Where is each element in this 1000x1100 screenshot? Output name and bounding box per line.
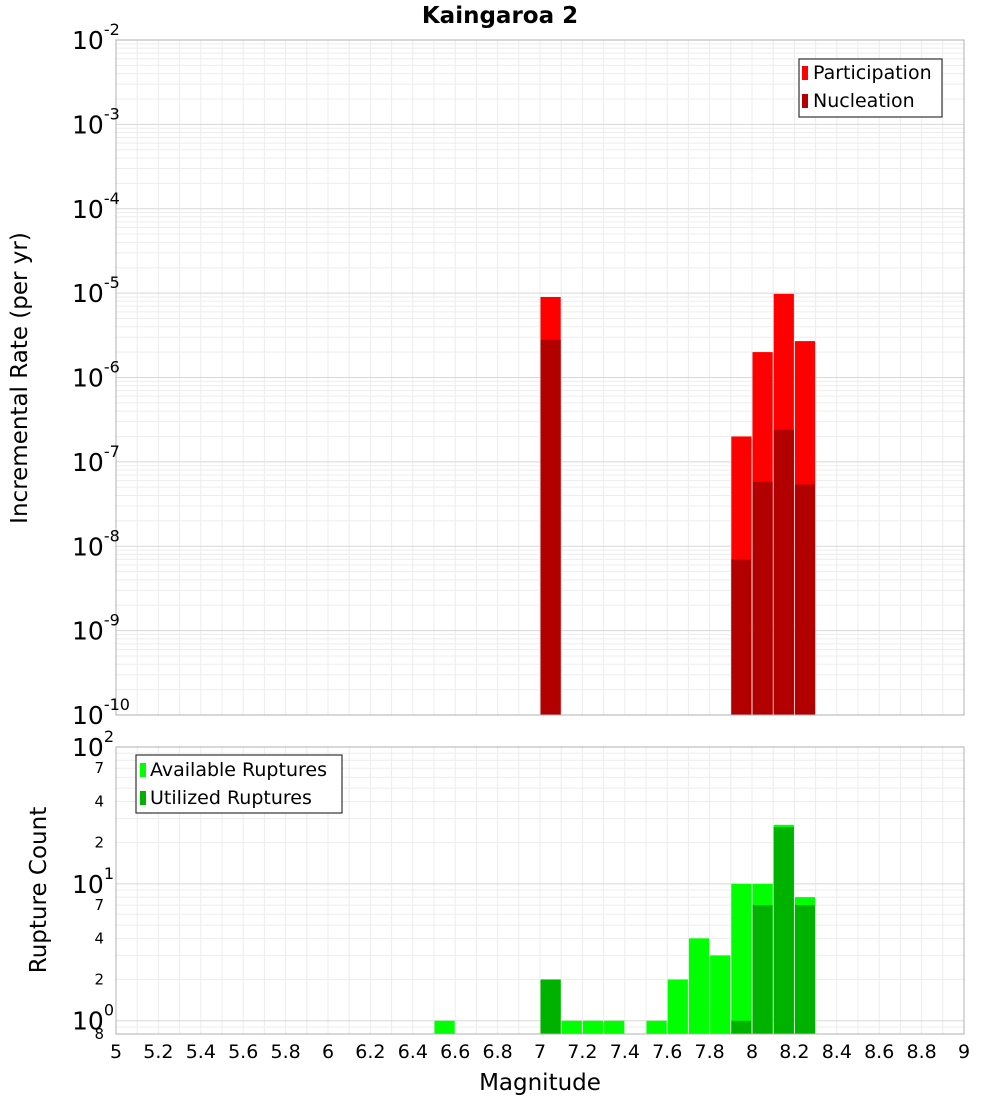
legend-nucleation-label: Nucleation <box>813 90 915 112</box>
x-tick-label: 5 <box>110 1041 122 1063</box>
x-tick-label: 5.2 <box>143 1041 173 1063</box>
y-tick-label: 101 <box>72 864 114 899</box>
x-tick-label: 7.2 <box>567 1041 597 1063</box>
y-tick-label: 10-6 <box>72 358 120 393</box>
x-tick-label: 7.8 <box>694 1041 724 1063</box>
y-tick-label-exponent: -2 <box>104 20 120 39</box>
x-tick-label: 5.6 <box>228 1041 258 1063</box>
y-tick-label: 10-8 <box>72 526 120 561</box>
top-grid <box>115 40 965 716</box>
x-tick-label: 9 <box>958 1041 970 1063</box>
utilized-ruptures-bar <box>731 1020 752 1034</box>
x-tick-label: 6.2 <box>355 1041 385 1063</box>
available-ruptures-bar <box>667 979 688 1034</box>
top-y-axis-title: Incremental Rate (per yr) <box>7 232 33 524</box>
x-tick-label: 7.4 <box>610 1041 640 1063</box>
y-minor-tick-label: 4 <box>94 929 104 947</box>
y-tick-label-exponent: -7 <box>104 442 120 461</box>
x-ticks: 5 5.2 5.4 5.6 5.8 6 6.2 6.4 6.6 6.8 7 7.2 7.4 7.6 7.8 8… <box>110 1041 970 1063</box>
y-tick-label: 100 <box>72 1001 114 1036</box>
y-tick-label: 10-7 <box>72 442 120 477</box>
top-legend: Participation Nucleation <box>798 58 943 118</box>
y-tick-label: 10-5 <box>72 273 120 308</box>
available-ruptures-bar <box>561 1020 582 1034</box>
y-tick-label-exponent: 1 <box>104 864 114 883</box>
legend-available-swatch <box>140 763 146 777</box>
nucleation-bar <box>731 559 752 715</box>
y-tick-label: 10-3 <box>72 104 120 139</box>
y-tick-label-exponent: -9 <box>104 611 120 630</box>
y-tick-label-exponent: 2 <box>104 727 114 746</box>
legend-participation-label: Participation <box>813 62 932 84</box>
available-ruptures-bar <box>688 938 710 1034</box>
x-tick-label: 6.4 <box>398 1041 428 1063</box>
y-tick-label-exponent: -5 <box>104 273 120 292</box>
y-tick-label: 10-4 <box>72 189 120 224</box>
top-plot-border <box>115 39 965 716</box>
y-tick-label-exponent: -8 <box>104 526 120 545</box>
x-tick-label: 8.2 <box>779 1041 809 1063</box>
y-tick-label-exponent: -4 <box>104 189 120 208</box>
available-ruptures-bar <box>710 955 731 1034</box>
y-minor-tick-label: 4 <box>94 792 104 810</box>
utilized-ruptures-bar <box>773 827 794 1034</box>
y-minor-tick-label: 8 <box>94 1025 104 1043</box>
legend-utilized-label: Utilized Ruptures <box>150 787 312 809</box>
x-tick-label: 6.8 <box>482 1041 512 1063</box>
bottom-plot-border <box>115 746 965 1035</box>
available-ruptures-bar <box>434 1020 455 1034</box>
y-tick-label-exponent: -3 <box>104 104 120 123</box>
available-ruptures-bar <box>646 1020 667 1034</box>
x-tick-label: 6 <box>322 1041 334 1063</box>
bottom-y-axis-title: Rupture Count <box>26 807 52 973</box>
x-tick-label: 8.4 <box>822 1041 852 1063</box>
nucleation-bar <box>794 484 816 715</box>
x-tick-label: 5.4 <box>186 1041 216 1063</box>
nucleation-bar <box>773 429 794 715</box>
y-tick-label: 102 <box>72 727 114 762</box>
bottom-legend: Available Ruptures Utilized Ruptures <box>135 754 343 814</box>
top-y-ticks: 10-10 10-9 10-8 10-7 10-6 10-5 10-4 10-3 10-2 <box>72 20 130 730</box>
available-ruptures-bar <box>731 883 752 1034</box>
legend-utilized-swatch <box>140 791 146 805</box>
utilized-ruptures-bar <box>540 979 561 1034</box>
x-tick-label: 7.6 <box>652 1041 682 1063</box>
nucleation-bar <box>752 481 773 715</box>
x-tick-label: 8.8 <box>906 1041 936 1063</box>
legend-nucleation-swatch <box>802 94 808 108</box>
legend-participation-swatch <box>802 66 808 80</box>
chart-title: Kaingaroa 2 <box>422 3 578 29</box>
y-minor-tick-label: 2 <box>94 834 104 852</box>
bottom-bars <box>434 824 816 1034</box>
legend-available-label: Available Ruptures <box>150 759 327 781</box>
x-tick-label: 6.6 <box>440 1041 470 1063</box>
utilized-ruptures-bar <box>794 905 816 1034</box>
y-tick-label-exponent: -10 <box>104 695 130 714</box>
x-tick-label: 8.6 <box>864 1041 894 1063</box>
y-tick-label: 10-2 <box>72 20 120 55</box>
utilized-ruptures-bar <box>752 905 773 1034</box>
available-ruptures-bar <box>604 1020 625 1034</box>
y-tick-label-exponent: 0 <box>104 1001 114 1020</box>
y-minor-tick-label: 2 <box>94 971 104 989</box>
nucleation-bar <box>540 339 561 715</box>
x-tick-label: 7 <box>534 1041 546 1063</box>
y-tick-label: 10-9 <box>72 611 120 646</box>
top-bars <box>540 293 816 715</box>
x-tick-label: 8 <box>746 1041 758 1063</box>
available-ruptures-bar <box>582 1020 604 1034</box>
x-tick-label: 5.8 <box>270 1041 300 1063</box>
y-tick-label-exponent: -6 <box>104 358 120 377</box>
y-minor-tick-label: 7 <box>94 896 104 914</box>
y-minor-tick-label: 7 <box>94 759 104 777</box>
y-tick-label: 10-10 <box>72 695 130 730</box>
x-axis-title: Magnitude <box>479 1070 601 1096</box>
